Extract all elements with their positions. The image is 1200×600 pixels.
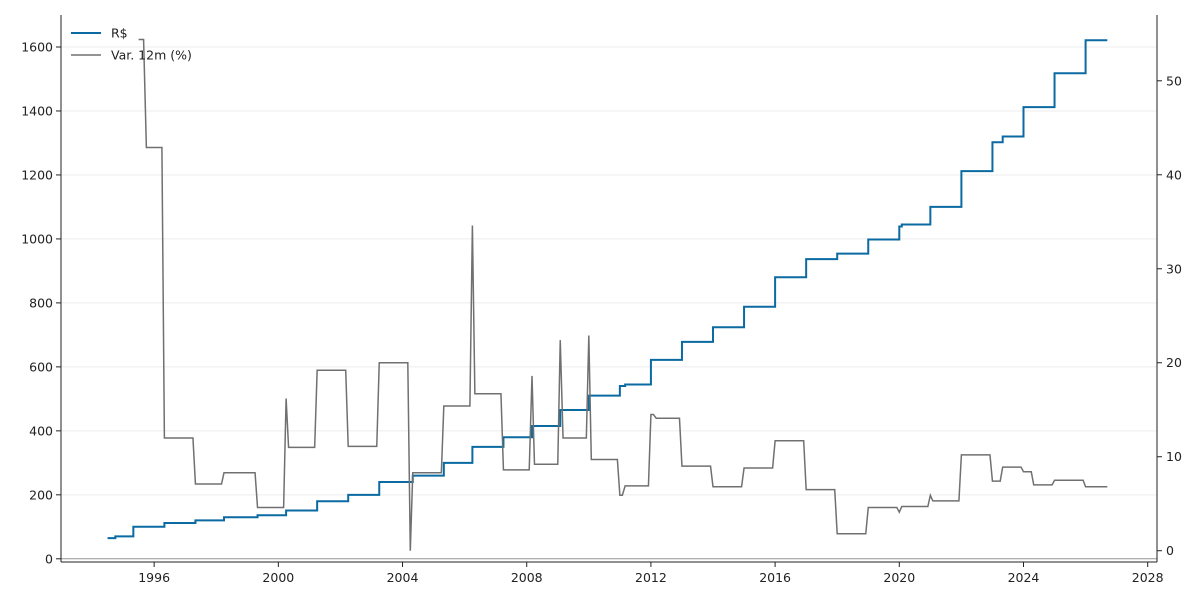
legend: R$ Var. 12m (%) xyxy=(71,26,192,63)
y-tick-label: 0 xyxy=(45,551,53,566)
grid-lines xyxy=(61,46,1157,560)
x-tick-label: 2016 xyxy=(759,570,791,585)
x-tick-label: 2008 xyxy=(511,570,543,585)
y2-tick-label: 50 xyxy=(1166,73,1182,88)
x-tick-label: 2004 xyxy=(387,570,419,585)
y-tick-label: 1600 xyxy=(21,39,53,54)
y-tick-label: 1400 xyxy=(21,103,53,118)
y-tick-label: 1200 xyxy=(21,167,53,182)
x-tick-label: 2020 xyxy=(883,570,915,585)
y2-tick-label: 20 xyxy=(1166,355,1182,370)
legend-label: R$ xyxy=(111,26,128,41)
plot-area xyxy=(107,38,1108,551)
x-tick-label: 2028 xyxy=(1132,570,1164,585)
series-line-change-12m xyxy=(138,38,1108,551)
x-tick-label: 2000 xyxy=(262,570,294,585)
y2-tick-label: 30 xyxy=(1166,261,1182,276)
y-tick-label: 400 xyxy=(29,423,53,438)
y2-tick-label: 0 xyxy=(1166,543,1174,558)
series-line-wage xyxy=(107,39,1108,540)
y-tick-label: 1000 xyxy=(21,231,53,246)
y2-tick-label: 10 xyxy=(1166,449,1182,464)
x-tick-label: 1996 xyxy=(138,570,170,585)
legend-label: Var. 12m (%) xyxy=(111,48,192,63)
y-tick-label: 800 xyxy=(29,295,53,310)
x-tick-label: 2024 xyxy=(1008,570,1040,585)
y2-tick-label: 40 xyxy=(1166,167,1182,182)
y-tick-label: 600 xyxy=(29,359,53,374)
y-tick-label: 200 xyxy=(29,487,53,502)
axes xyxy=(60,15,1158,563)
tick-labels: 0 200 400 600 800 1000 1200 1400 1600 0 10 20 30 40 50… xyxy=(21,39,1182,585)
x-tick-label: 2012 xyxy=(635,570,667,585)
